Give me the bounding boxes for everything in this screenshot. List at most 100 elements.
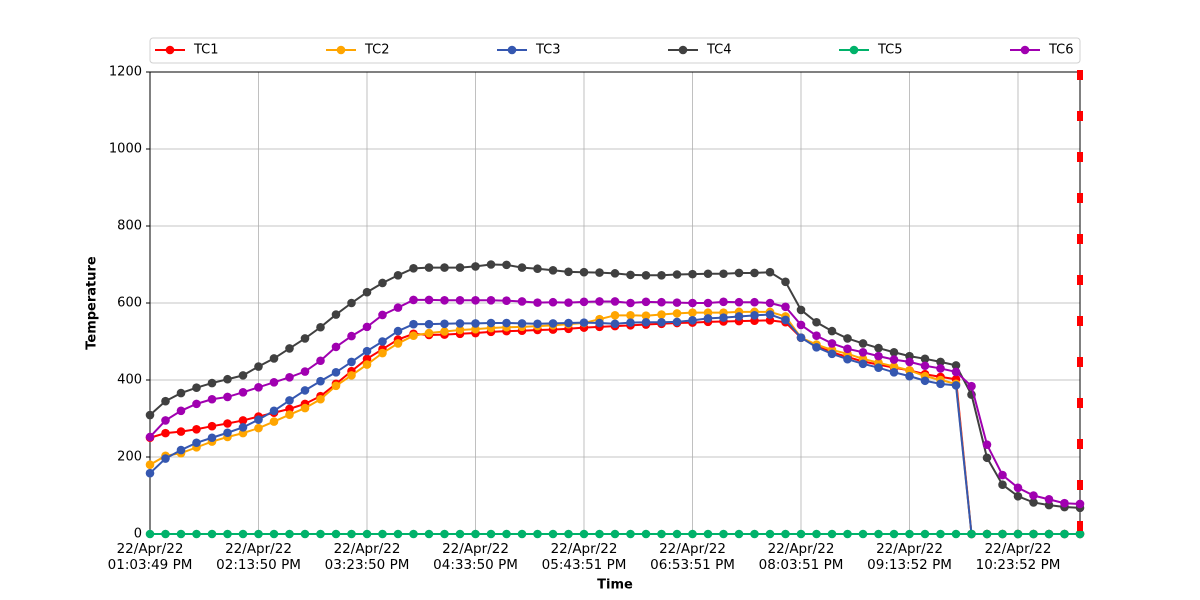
data-point: [1029, 491, 1038, 500]
data-point: [316, 394, 325, 404]
data-point: [471, 262, 480, 271]
data-point: [998, 529, 1007, 539]
data-point: [440, 263, 449, 272]
data-point: [672, 309, 682, 318]
data-point: [858, 347, 868, 357]
data-point: [595, 529, 604, 539]
data-point: [936, 357, 945, 367]
data-point: [409, 331, 418, 341]
data-point: [207, 378, 217, 388]
x-tick-label: 22/Apr/22 09:13:52 PM: [867, 541, 952, 573]
data-point: [517, 263, 527, 272]
data-point: [316, 376, 325, 386]
data-point: [347, 298, 356, 308]
data-point: [719, 313, 728, 322]
data-point: [703, 529, 713, 539]
data-point: [176, 529, 186, 539]
data-point: [471, 319, 480, 328]
data-point: [889, 529, 899, 539]
data-point: [548, 529, 558, 539]
data-point: [440, 296, 449, 305]
data-point: [765, 267, 775, 277]
data-point: [812, 529, 821, 539]
data-point: [331, 381, 341, 391]
data-point: [192, 424, 201, 434]
plot-area: [145, 260, 1085, 539]
data-point: [998, 470, 1007, 480]
data-point: [641, 270, 651, 280]
data-point: [486, 260, 496, 269]
data-point: [1044, 495, 1054, 504]
data-point: [657, 270, 666, 280]
y-tick-label: 600: [117, 296, 142, 311]
data-point: [176, 427, 186, 436]
data-point: [610, 297, 620, 306]
data-point: [145, 468, 155, 478]
legend-marker: [1020, 45, 1030, 55]
data-point: [843, 344, 852, 354]
data-point: [161, 396, 170, 406]
data-point: [905, 357, 914, 367]
data-point: [269, 406, 279, 416]
data-point: [858, 529, 868, 539]
data-point: [719, 529, 728, 539]
x-axis-label: Time: [597, 578, 633, 593]
data-point: [750, 297, 759, 307]
data-point: [579, 318, 589, 327]
data-point: [765, 298, 775, 308]
data-point: [920, 529, 930, 539]
data-point: [672, 298, 682, 307]
y-axis-label: Temperature: [85, 256, 100, 350]
data-point: [641, 529, 651, 539]
data-point: [858, 359, 868, 369]
data-point: [672, 317, 682, 327]
data-point: [409, 319, 418, 329]
data-point: [765, 310, 775, 319]
data-point: [688, 269, 697, 279]
data-point: [285, 410, 294, 419]
data-point: [455, 529, 465, 539]
data-point: [672, 529, 682, 539]
data-point: [1060, 529, 1069, 539]
data-point: [579, 529, 589, 539]
data-point: [409, 264, 418, 273]
data-point: [1075, 529, 1085, 539]
data-point: [393, 529, 403, 539]
data-point: [238, 416, 248, 425]
legend-label: TC1: [193, 43, 219, 58]
y-tick-label: 400: [117, 373, 142, 388]
data-point: [378, 310, 387, 320]
data-point: [796, 320, 806, 330]
data-point: [393, 270, 403, 280]
y-tick-label: 0: [134, 527, 142, 542]
data-point: [920, 361, 930, 371]
x-tick-label: 22/Apr/22 08:03:51 PM: [758, 541, 844, 573]
data-point: [626, 311, 635, 320]
data-point: [254, 529, 263, 539]
data-point: [300, 529, 310, 539]
legend-marker: [849, 45, 859, 55]
data-point: [269, 378, 279, 387]
data-point: [269, 417, 279, 426]
data-point: [812, 331, 821, 341]
legend-entries: TC1 TC2 TC3 TC4 TC5 TC6: [155, 43, 1074, 58]
data-point: [703, 298, 713, 308]
data-point: [223, 374, 232, 384]
data-point: [626, 298, 635, 308]
data-point: [192, 399, 201, 409]
data-point: [874, 351, 883, 361]
data-point: [796, 529, 806, 539]
data-point: [517, 319, 527, 328]
data-point: [223, 529, 232, 539]
data-point: [440, 529, 449, 539]
data-point: [145, 410, 155, 420]
data-point: [579, 267, 589, 277]
data-point: [192, 529, 201, 539]
data-point: [967, 529, 976, 539]
data-point: [967, 381, 976, 391]
data-point: [393, 339, 403, 348]
data-point: [858, 339, 868, 348]
data-point: [610, 319, 620, 329]
